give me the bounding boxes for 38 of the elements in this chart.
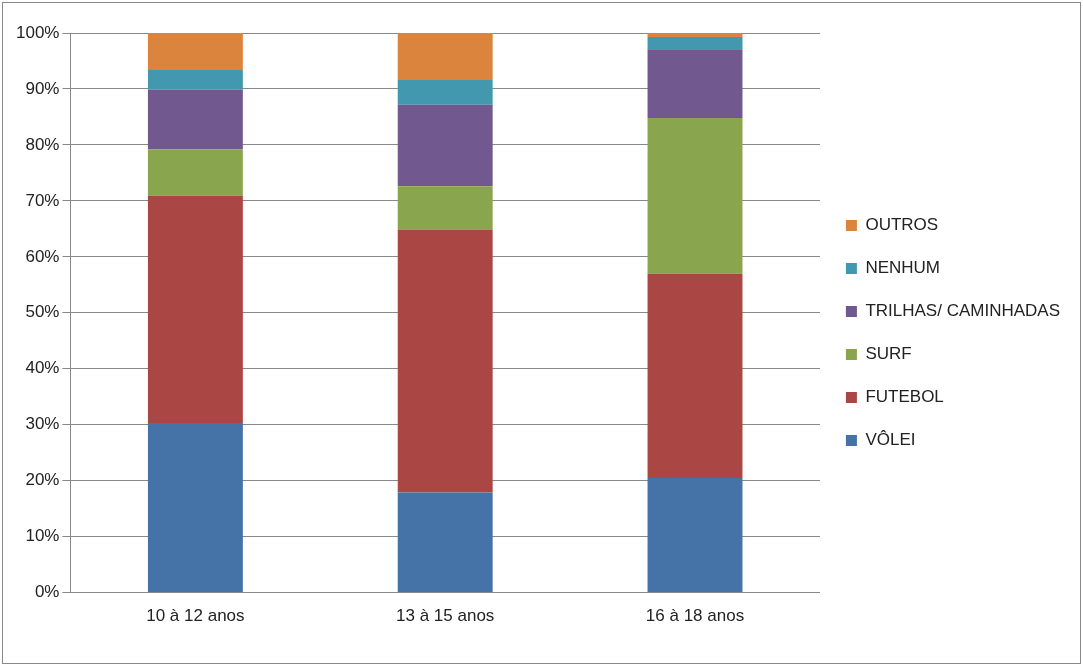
legend-label: FUTEBOL [865, 387, 944, 407]
x-tick-label: 13 à 15 anos [396, 606, 495, 626]
bar [147, 33, 243, 70]
bar [147, 69, 243, 90]
x-tick-label: 16 à 18 anos [645, 606, 745, 626]
bar [397, 186, 493, 230]
y-tick-label: 60% [25, 246, 60, 266]
bar [647, 33, 743, 37]
legend-label: TRILHAS/ CAMINHADAS [865, 301, 1061, 321]
y-tick-label: 20% [25, 470, 60, 490]
y-tick-label: 10% [25, 526, 60, 546]
bar [397, 492, 493, 593]
bar [147, 195, 243, 424]
y-tick-label: 100% [16, 22, 60, 42]
y-tick-label: 30% [25, 414, 60, 434]
x-tick-label: 10 à 12 anos [146, 606, 245, 626]
bar [397, 104, 493, 187]
bar [147, 89, 243, 150]
bar [397, 33, 493, 81]
legend-label: VÔLEI [865, 430, 916, 450]
y-tick-label: 80% [25, 134, 60, 154]
y-tick-label: 90% [25, 78, 60, 98]
bar [647, 36, 743, 50]
y-tick-label: 70% [25, 190, 60, 210]
bar [647, 49, 743, 119]
bar [647, 273, 743, 478]
bar [147, 423, 243, 593]
bar [647, 477, 743, 593]
bar [147, 149, 243, 196]
legend-label: OUTROS [865, 215, 939, 235]
bar [397, 229, 493, 493]
y-tick-label: 50% [25, 302, 60, 322]
bar [647, 118, 743, 274]
y-tick-label: 40% [25, 358, 60, 378]
legend-label: SURF [865, 344, 912, 364]
bar [397, 80, 493, 105]
legend-label: NENHUM [865, 258, 941, 278]
y-tick-label: 0% [34, 582, 60, 602]
